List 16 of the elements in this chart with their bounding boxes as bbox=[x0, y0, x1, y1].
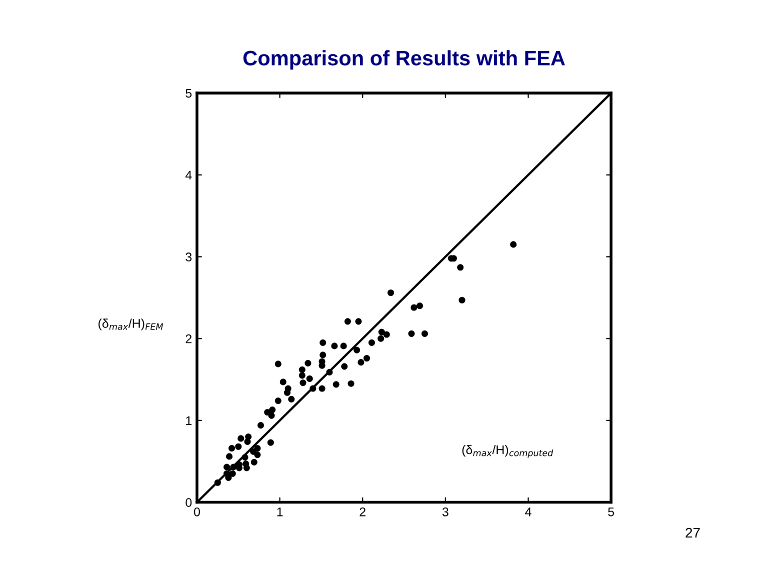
text: 27 bbox=[686, 528, 700, 538]
x-tick-label: 0 bbox=[194, 507, 200, 516]
x-axis-title: (δ$_{max}$/H)$_{computed}$ bbox=[462, 444, 554, 458]
y-tick-label: 4 bbox=[185, 170, 192, 180]
y-tick-label: 3 bbox=[186, 252, 192, 262]
y-tick-label: 2 bbox=[186, 334, 192, 344]
x-tick-label: 4 bbox=[525, 508, 532, 516]
chart-title: Comparison of Results with FEA bbox=[243, 50, 565, 70]
y-axis-title: (δ$_{max}$/H)$_{FEM}$ bbox=[98, 318, 164, 330]
y-tick-label: 0 bbox=[186, 498, 192, 507]
x-tick-label: 1 bbox=[277, 508, 283, 516]
x-tick-label: 3 bbox=[442, 507, 448, 516]
y-tick-label: 1 bbox=[186, 416, 192, 425]
x-tick-label: 5 bbox=[608, 508, 614, 516]
x-tick-label: 2 bbox=[360, 507, 366, 516]
y-tick-label: 5 bbox=[186, 88, 192, 98]
